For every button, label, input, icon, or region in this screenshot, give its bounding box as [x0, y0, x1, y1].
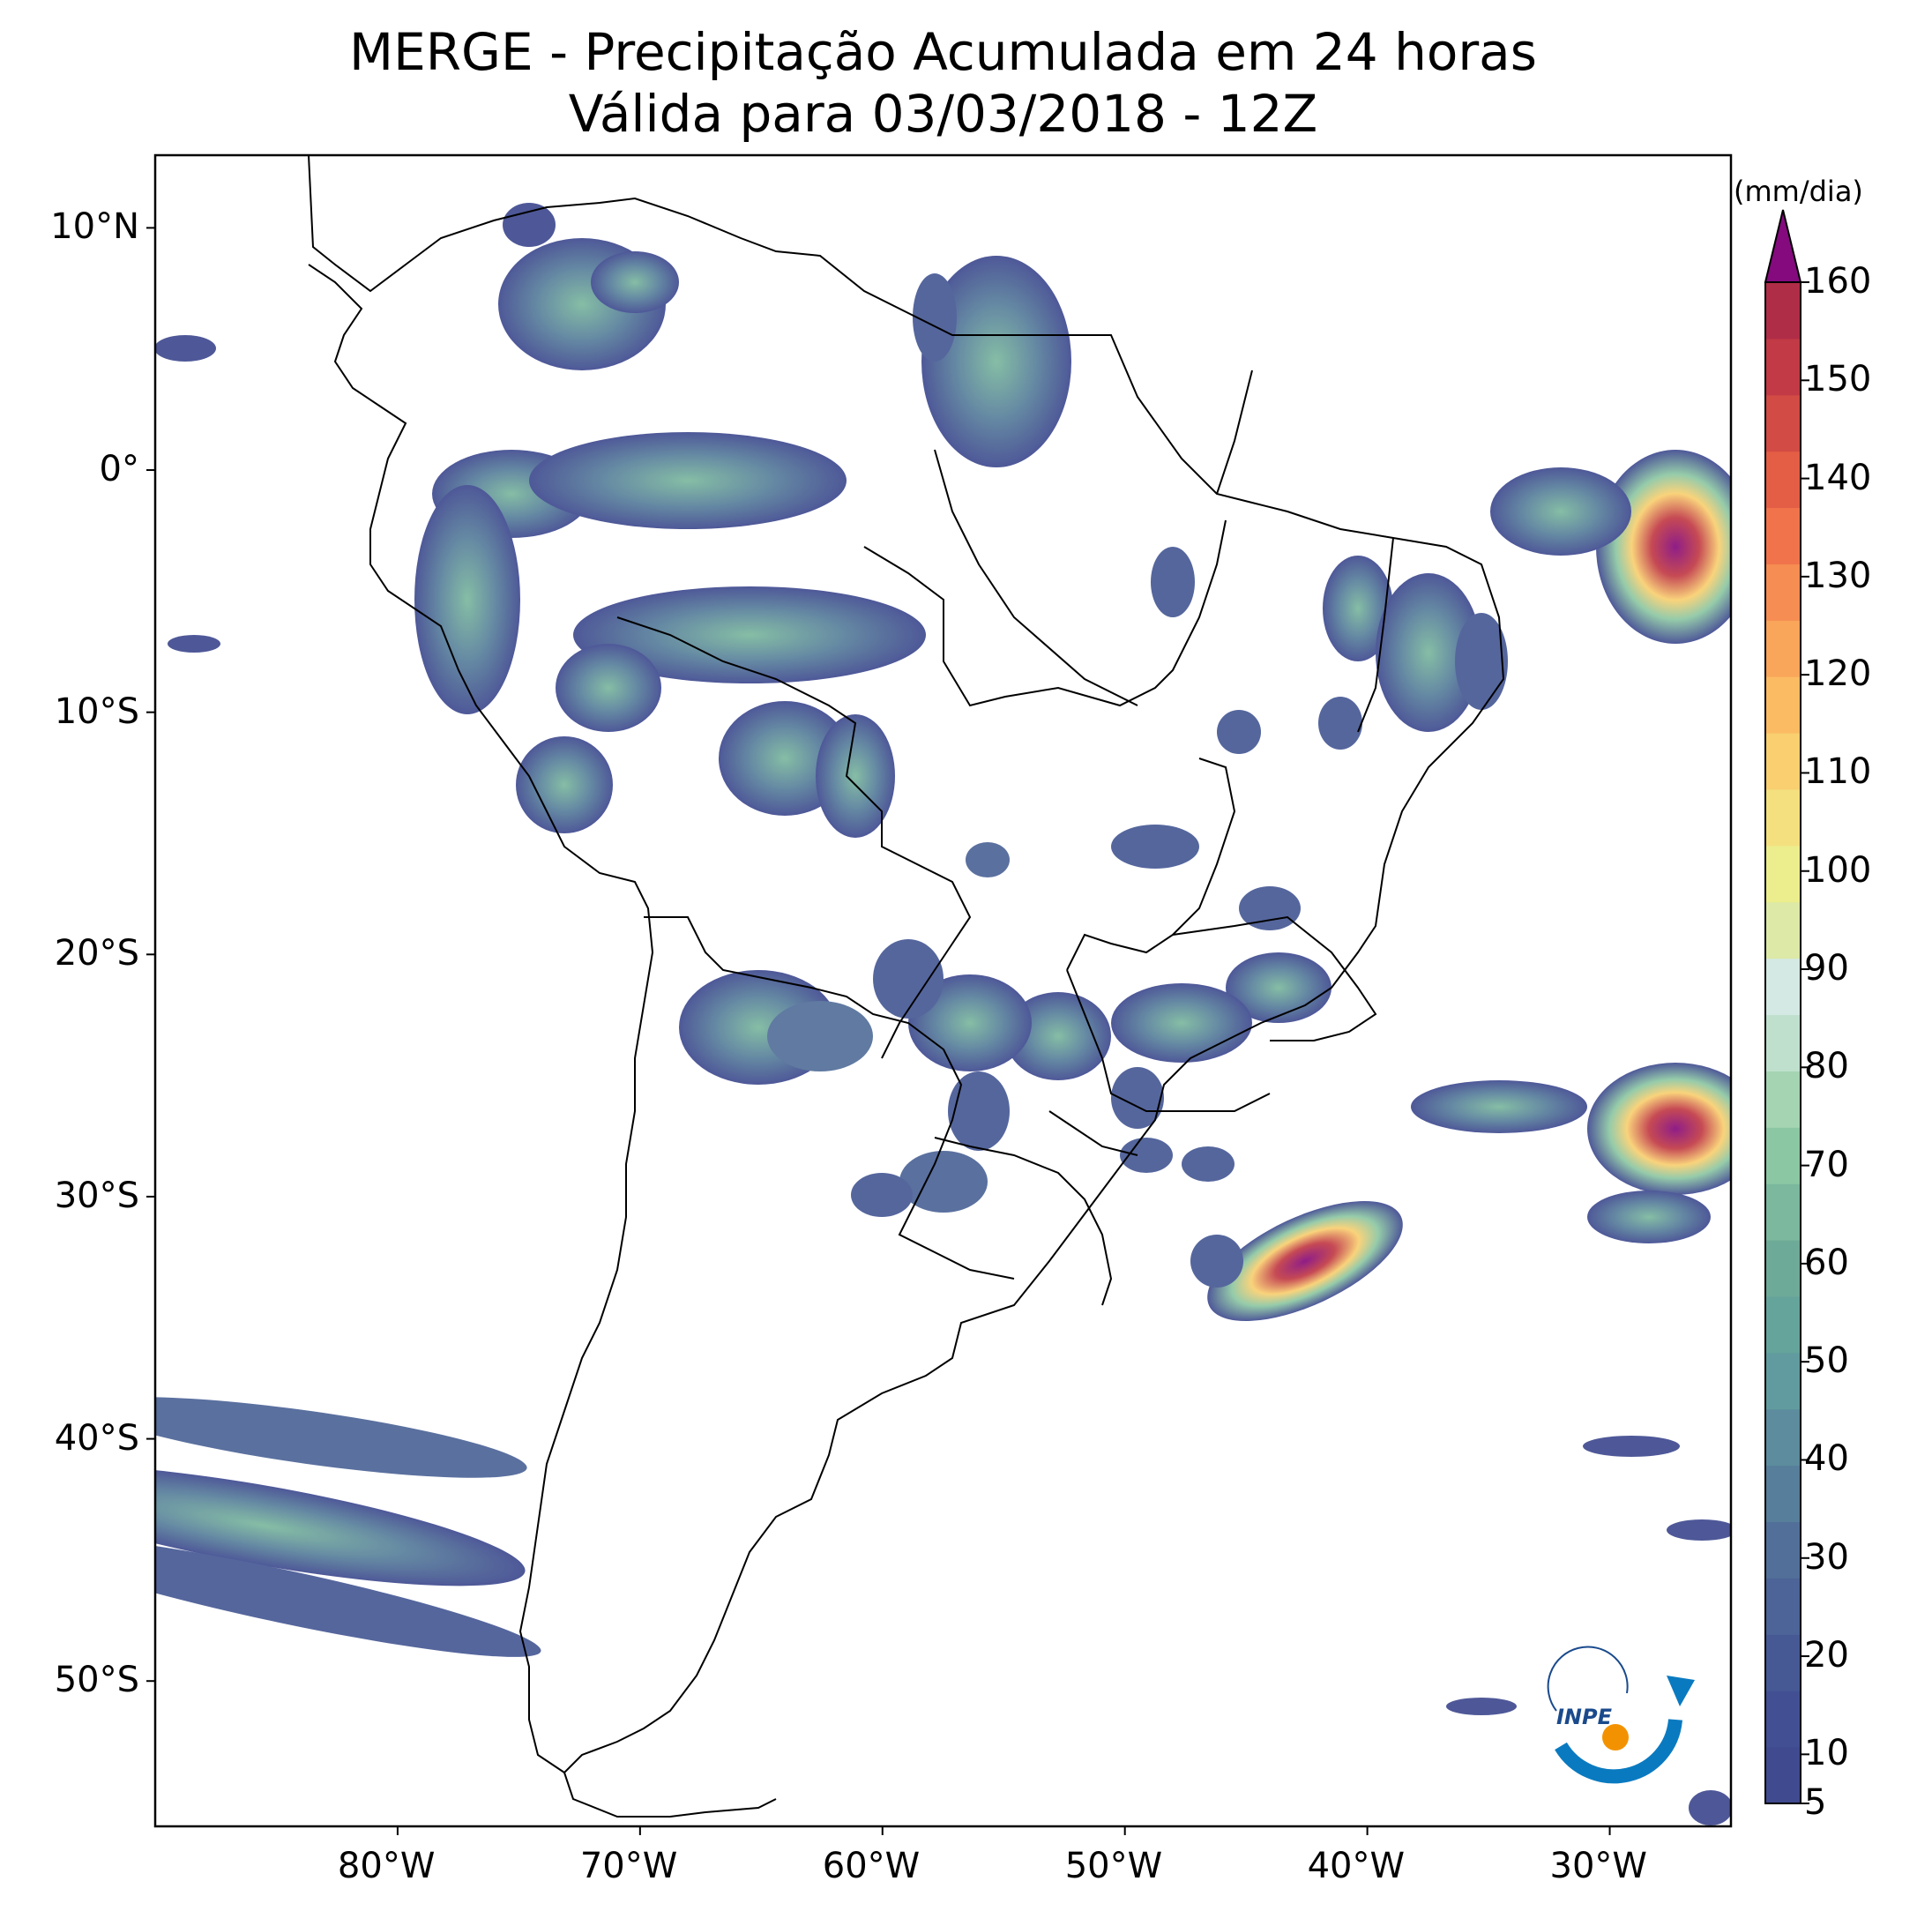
lon-tick-label: 50°W: [1064, 1846, 1163, 1886]
colorbar-segment: [1765, 394, 1801, 452]
colorbar-segment: [1765, 901, 1801, 959]
colorbar-tick-label: 70: [1804, 1144, 1849, 1185]
colorbar-segment: [1765, 1352, 1801, 1410]
coastlines: [308, 155, 1505, 1818]
colorbar-segment: [1765, 676, 1801, 734]
lon-tick-label: 70°W: [579, 1846, 678, 1886]
colorbar-segment: [1765, 1691, 1801, 1748]
lat-tick-label: 10°S: [54, 690, 139, 732]
colorbar-segment: [1765, 338, 1801, 396]
map-title-line1: MERGE - Precipitação Acumulada em 24 hor…: [349, 22, 1537, 82]
lon-tick-label: 30°W: [1549, 1846, 1647, 1886]
plot-frame: [153, 153, 1733, 1828]
colorbar-segment: [1765, 507, 1801, 564]
colorbar-segment: [1765, 564, 1801, 621]
colorbar-tick-label: 130: [1804, 555, 1872, 596]
colorbar-segment: [1765, 789, 1801, 847]
colorbar-segment: [1765, 620, 1801, 677]
colorbar-frame: [1764, 281, 1801, 1804]
precipitation-areas: [155, 203, 1731, 1825]
colorbar-segment: [1765, 733, 1801, 790]
colorbar-segment: [1765, 1071, 1801, 1128]
colorbar-segment: [1765, 958, 1801, 1016]
colorbar-extend-arrow: [1764, 209, 1802, 283]
lat-tick-label: 50°S: [54, 1660, 139, 1701]
colorbar-tick-label: 150: [1804, 359, 1872, 400]
colorbar-segment: [1765, 1127, 1801, 1184]
colorbar-tick-label: 90: [1804, 948, 1849, 989]
colorbar-tick-label: 100: [1804, 849, 1872, 891]
colorbar-tick-label: 120: [1804, 653, 1872, 695]
lat-tick-label: 0°: [99, 449, 139, 490]
colorbar-tick-label: 5: [1804, 1782, 1827, 1823]
colorbar-unit: (mm/dia): [1734, 175, 1863, 208]
colorbar-segment: [1765, 1634, 1801, 1691]
colorbar-segment: [1765, 1408, 1801, 1467]
colorbar: [1764, 209, 1809, 1804]
lon-tick-label: 60°W: [822, 1846, 921, 1886]
colorbar-segment: [1765, 1578, 1801, 1635]
lat-tick-label: 40°S: [54, 1417, 139, 1459]
colorbar-segment: [1765, 1465, 1801, 1523]
inpe-logo-text: INPE: [1556, 1705, 1612, 1729]
colorbar-segment: [1765, 1014, 1801, 1071]
colorbar-segment: [1765, 451, 1801, 509]
lon-tick-label: 80°W: [337, 1846, 436, 1886]
colorbar-segment: [1765, 282, 1801, 340]
lat-tick-label: 20°S: [54, 933, 139, 974]
map-title-line2: Válida para 03/03/2018 - 12Z: [568, 84, 1318, 144]
lon-tick-label: 40°W: [1307, 1846, 1406, 1886]
colorbar-segment: [1765, 845, 1801, 903]
inpe-logo: [1547, 1646, 1695, 1784]
colorbar-tick-label: 110: [1804, 751, 1872, 793]
axis-ticks: [146, 227, 1611, 1835]
colorbar-tick-label: 20: [1804, 1635, 1849, 1676]
colorbar-tick-label: 60: [1804, 1242, 1849, 1283]
colorbar-segment: [1765, 1296, 1801, 1354]
lat-tick-label: 10°N: [50, 206, 139, 248]
colorbar-tick-label: 160: [1804, 261, 1872, 302]
colorbar-segment: [1765, 1747, 1801, 1804]
colorbar-tick-label: 50: [1804, 1340, 1849, 1382]
colorbar-tick-label: 140: [1804, 457, 1872, 498]
colorbar-segment: [1765, 1521, 1801, 1579]
colorbar-tick-label: 40: [1804, 1438, 1849, 1480]
colorbar-segment: [1765, 1240, 1801, 1297]
colorbar-segment: [1765, 1183, 1801, 1241]
lat-tick-label: 30°S: [54, 1175, 139, 1216]
colorbar-tick-label: 10: [1804, 1733, 1849, 1774]
colorbar-tick-label: 30: [1804, 1536, 1849, 1578]
colorbar-tick-label: 80: [1804, 1046, 1849, 1087]
